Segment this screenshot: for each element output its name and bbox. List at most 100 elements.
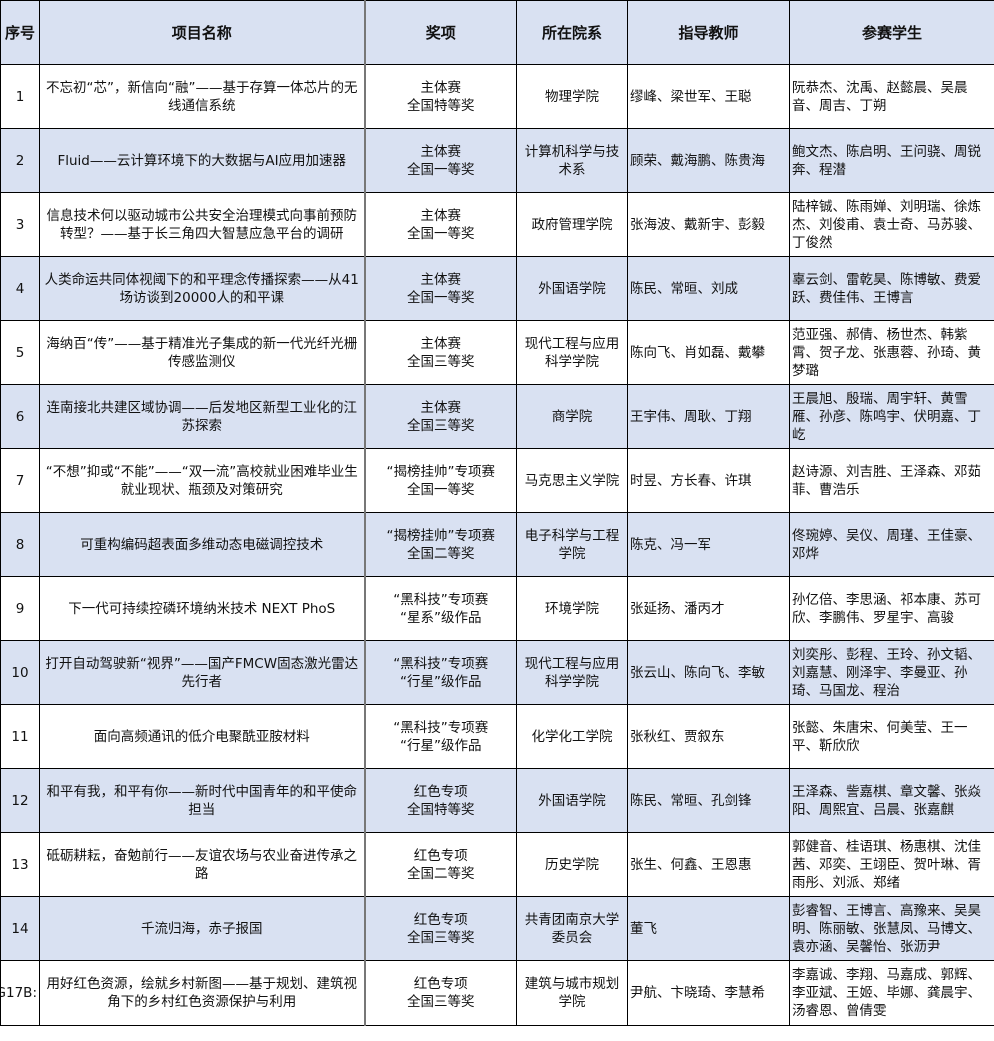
award-category: 红色专项 [413,847,468,864]
advisors: 张生、何鑫、王恩惠 [627,832,790,897]
department: 现代工程与应用科学学院 [516,320,628,385]
students: 阮恭杰、沈禹、赵懿晨、吴晨音、周吉、丁朔 [789,64,994,129]
row-index: 6 [0,384,40,449]
advisors: 张秋红、贾叙东 [627,704,790,769]
advisors: 缪峰、梁世军、王聪 [627,64,790,129]
table-row: 9 下一代可持续控磷环境纳米技术 NEXT PhoS “黑科技”专项赛 “星系”级作品… [0,576,994,641]
table-row: 6 连南接北共建区域协调——后发地区新型工业化的江苏探索 主体赛 全国三等奖 商学院 王宇… [0,384,994,449]
table-row: 5 海纳百“传”——基于精准光子集成的新一代光纤光栅传感监测仪 主体赛 全国三等奖 现代… [0,320,994,385]
students: 彭睿智、王博言、高豫来、吴昊明、陈丽敏、张慧凤、马博文、袁亦涵、吴馨怡、张沥尹 [789,896,994,961]
row-index: 9 [0,576,40,641]
students: 辜云剑、雷乾昊、陈博敏、费爱跃、费佳伟、王博言 [789,256,994,321]
advisors: 时昱、方长春、许琪 [627,448,790,513]
department: 马克思主义学院 [516,448,628,513]
award-level: “行星”级作品 [400,673,482,690]
project-name: Fluid——云计算环境下的大数据与AI应用加速器 [39,128,365,193]
row-index: 2 [0,128,40,193]
row-index: 8 [0,512,40,577]
award-category: 红色专项 [413,911,468,928]
award: 红色专项 全国二等奖 [363,832,517,897]
project-name: 和平有我，和平有你——新时代中国青年的和平使命担当 [39,768,365,833]
row-index: 12 [0,768,40,833]
students: 陆梓铖、陈雨婵、刘明瑞、徐炼杰、刘俊甫、袁士奇、马苏骏、丁俊然 [789,192,994,257]
students: 范亚强、郝倩、杨世杰、韩紫霄、贺子龙、张惠蓉、孙琦、黄梦璐 [789,320,994,385]
award: “黑科技”专项赛 “行星”级作品 [363,704,517,769]
students: 赵诗源、刘吉胜、王泽森、邓茹菲、曹浩乐 [789,448,994,513]
award: 红色专项 全国三等奖 [363,896,517,961]
table-row: 2 Fluid——云计算环境下的大数据与AI应用加速器 主体赛 全国一等奖 计算机科学与… [0,128,994,193]
award-category: 红色专项 [413,783,468,800]
department: 物理学院 [516,64,628,129]
header-students: 参赛学生 [789,0,994,65]
table-row: 12 和平有我，和平有你——新时代中国青年的和平使命担当 红色专项 全国特等奖 外国语学… [0,768,994,833]
award-level: “行星”级作品 [400,737,482,754]
row-index: 11 [0,704,40,769]
project-name: 海纳百“传”——基于精准光子集成的新一代光纤光栅传感监测仪 [39,320,365,385]
award: 红色专项 全国三等奖 [363,960,517,1026]
header-project-name: 项目名称 [39,0,365,65]
department: 电子科学与工程学院 [516,512,628,577]
row-index: 5 [0,320,40,385]
students: 刘奕彤、彭程、王玲、孙文韬、刘嘉慧、刚泽宇、李曼亚、孙琦、马国龙、程治 [789,640,994,705]
header-row: 序号 项目名称 奖项 所在院系 指导教师 参赛学生 [0,0,994,65]
award-level: 全国特等奖 [407,801,475,818]
award: “黑科技”专项赛 “星系”级作品 [363,576,517,641]
award-category: 主体赛 [420,207,462,224]
project-name: 用好红色资源，绘就乡村新图——基于规划、建筑视角下的乡村红色资源保护与利用 [39,960,365,1026]
advisors: 王宇伟、周耿、丁翔 [627,384,790,449]
table-row: :G17B用好红色资源，绘就乡村新图——基于规划、建筑视角下的乡村红色资源保护与… [0,960,994,1026]
award-level: 全国二等奖 [407,865,475,882]
header-advisors: 指导教师 [627,0,790,65]
department: 现代工程与应用科学学院 [516,640,628,705]
row-index: :G17B [0,960,40,1026]
advisors: 张云山、陈向飞、李敏 [627,640,790,705]
award: 主体赛 全国特等奖 [363,64,517,129]
department: 外国语学院 [516,256,628,321]
table-row: 4 人类命运共同体视阈下的和平理念传播探索——从41场访谈到20000人的和平课主… [0,256,994,321]
advisors: 尹航、卞晓琦、李慧希 [627,960,790,1026]
award-category: “黑科技”专项赛 [393,591,489,608]
table-row: 11 面向高频通讯的低介电聚酰亚胺材料 “黑科技”专项赛 “行星”级作品 化学化工学院张… [0,704,994,769]
award-level: 全国一等奖 [407,289,475,306]
row-index: 1 [0,64,40,129]
award-category: 主体赛 [420,271,462,288]
award-category: “揭榜挂帅”专项赛 [386,527,496,544]
students: 郭健音、桂语琪、杨惠棋、沈佳茜、邓奕、王翊臣、贺叶琳、胥雨彤、刘派、郑绪 [789,832,994,897]
award: 主体赛 全国一等奖 [363,128,517,193]
award: “黑科技”专项赛 “行星”级作品 [363,640,517,705]
advisors: 张延扬、潘丙才 [627,576,790,641]
award-level: 全国一等奖 [407,161,475,178]
header-index: 序号 [0,0,40,65]
award-category: 主体赛 [420,335,462,352]
row-index: 7 [0,448,40,513]
award-level: 全国特等奖 [407,97,475,114]
award-category: 主体赛 [420,399,462,416]
award-category: “黑科技”专项赛 [393,719,489,736]
students: 王泽森、訾嘉棋、章文馨、张焱阳、周熙宜、吕晨、张嘉麒 [789,768,994,833]
advisors: 陈向飞、肖如磊、戴攀 [627,320,790,385]
advisors: 董飞 [627,896,790,961]
students: 鲍文杰、陈启明、王问骁、周锐奔、程潜 [789,128,994,193]
project-name: 下一代可持续控磷环境纳米技术 NEXT PhoS [39,576,365,641]
row-index: 14 [0,896,40,961]
department: 外国语学院 [516,768,628,833]
table-body: 1 不忘初“芯”，新信向“融”——基于存算一体芯片的无线通信系统 主体赛 全国特等奖物… [0,64,994,1026]
header-department: 所在院系 [516,0,628,65]
project-name: 砥砺耕耘，奋勉前行——友谊农场与农业奋进传承之路 [39,832,365,897]
advisors: 陈民、常晅、孔剑锋 [627,768,790,833]
department: 计算机科学与技术系 [516,128,628,193]
table-row: 14 千流归海，赤子报国 红色专项 全国三等奖 共青团南京大学委员会 董飞 彭睿智、王博言、… [0,896,994,961]
project-name: 千流归海，赤子报国 [39,896,365,961]
students: 孙亿倍、李思涵、祁本康、苏可欣、李鹏伟、罗星宇、高骏 [789,576,994,641]
project-name: 打开自动驾驶新“视界”——国产FMCW固态激光雷达先行者 [39,640,365,705]
award-category: 红色专项 [413,976,468,992]
table-row: 8 可重构编码超表面多维动态电磁调控技术 “揭榜挂帅”专项赛 全国二等奖 电子科学与工程… [0,512,994,577]
award-category: “黑科技”专项赛 [393,655,489,672]
award-level: 全国三等奖 [407,994,475,1010]
advisors: 顾荣、戴海鹏、陈贵海 [627,128,790,193]
award-category: 主体赛 [420,143,462,160]
award-category: 主体赛 [420,79,462,96]
project-name: 可重构编码超表面多维动态电磁调控技术 [39,512,365,577]
award: 主体赛 全国一等奖 [363,192,517,257]
